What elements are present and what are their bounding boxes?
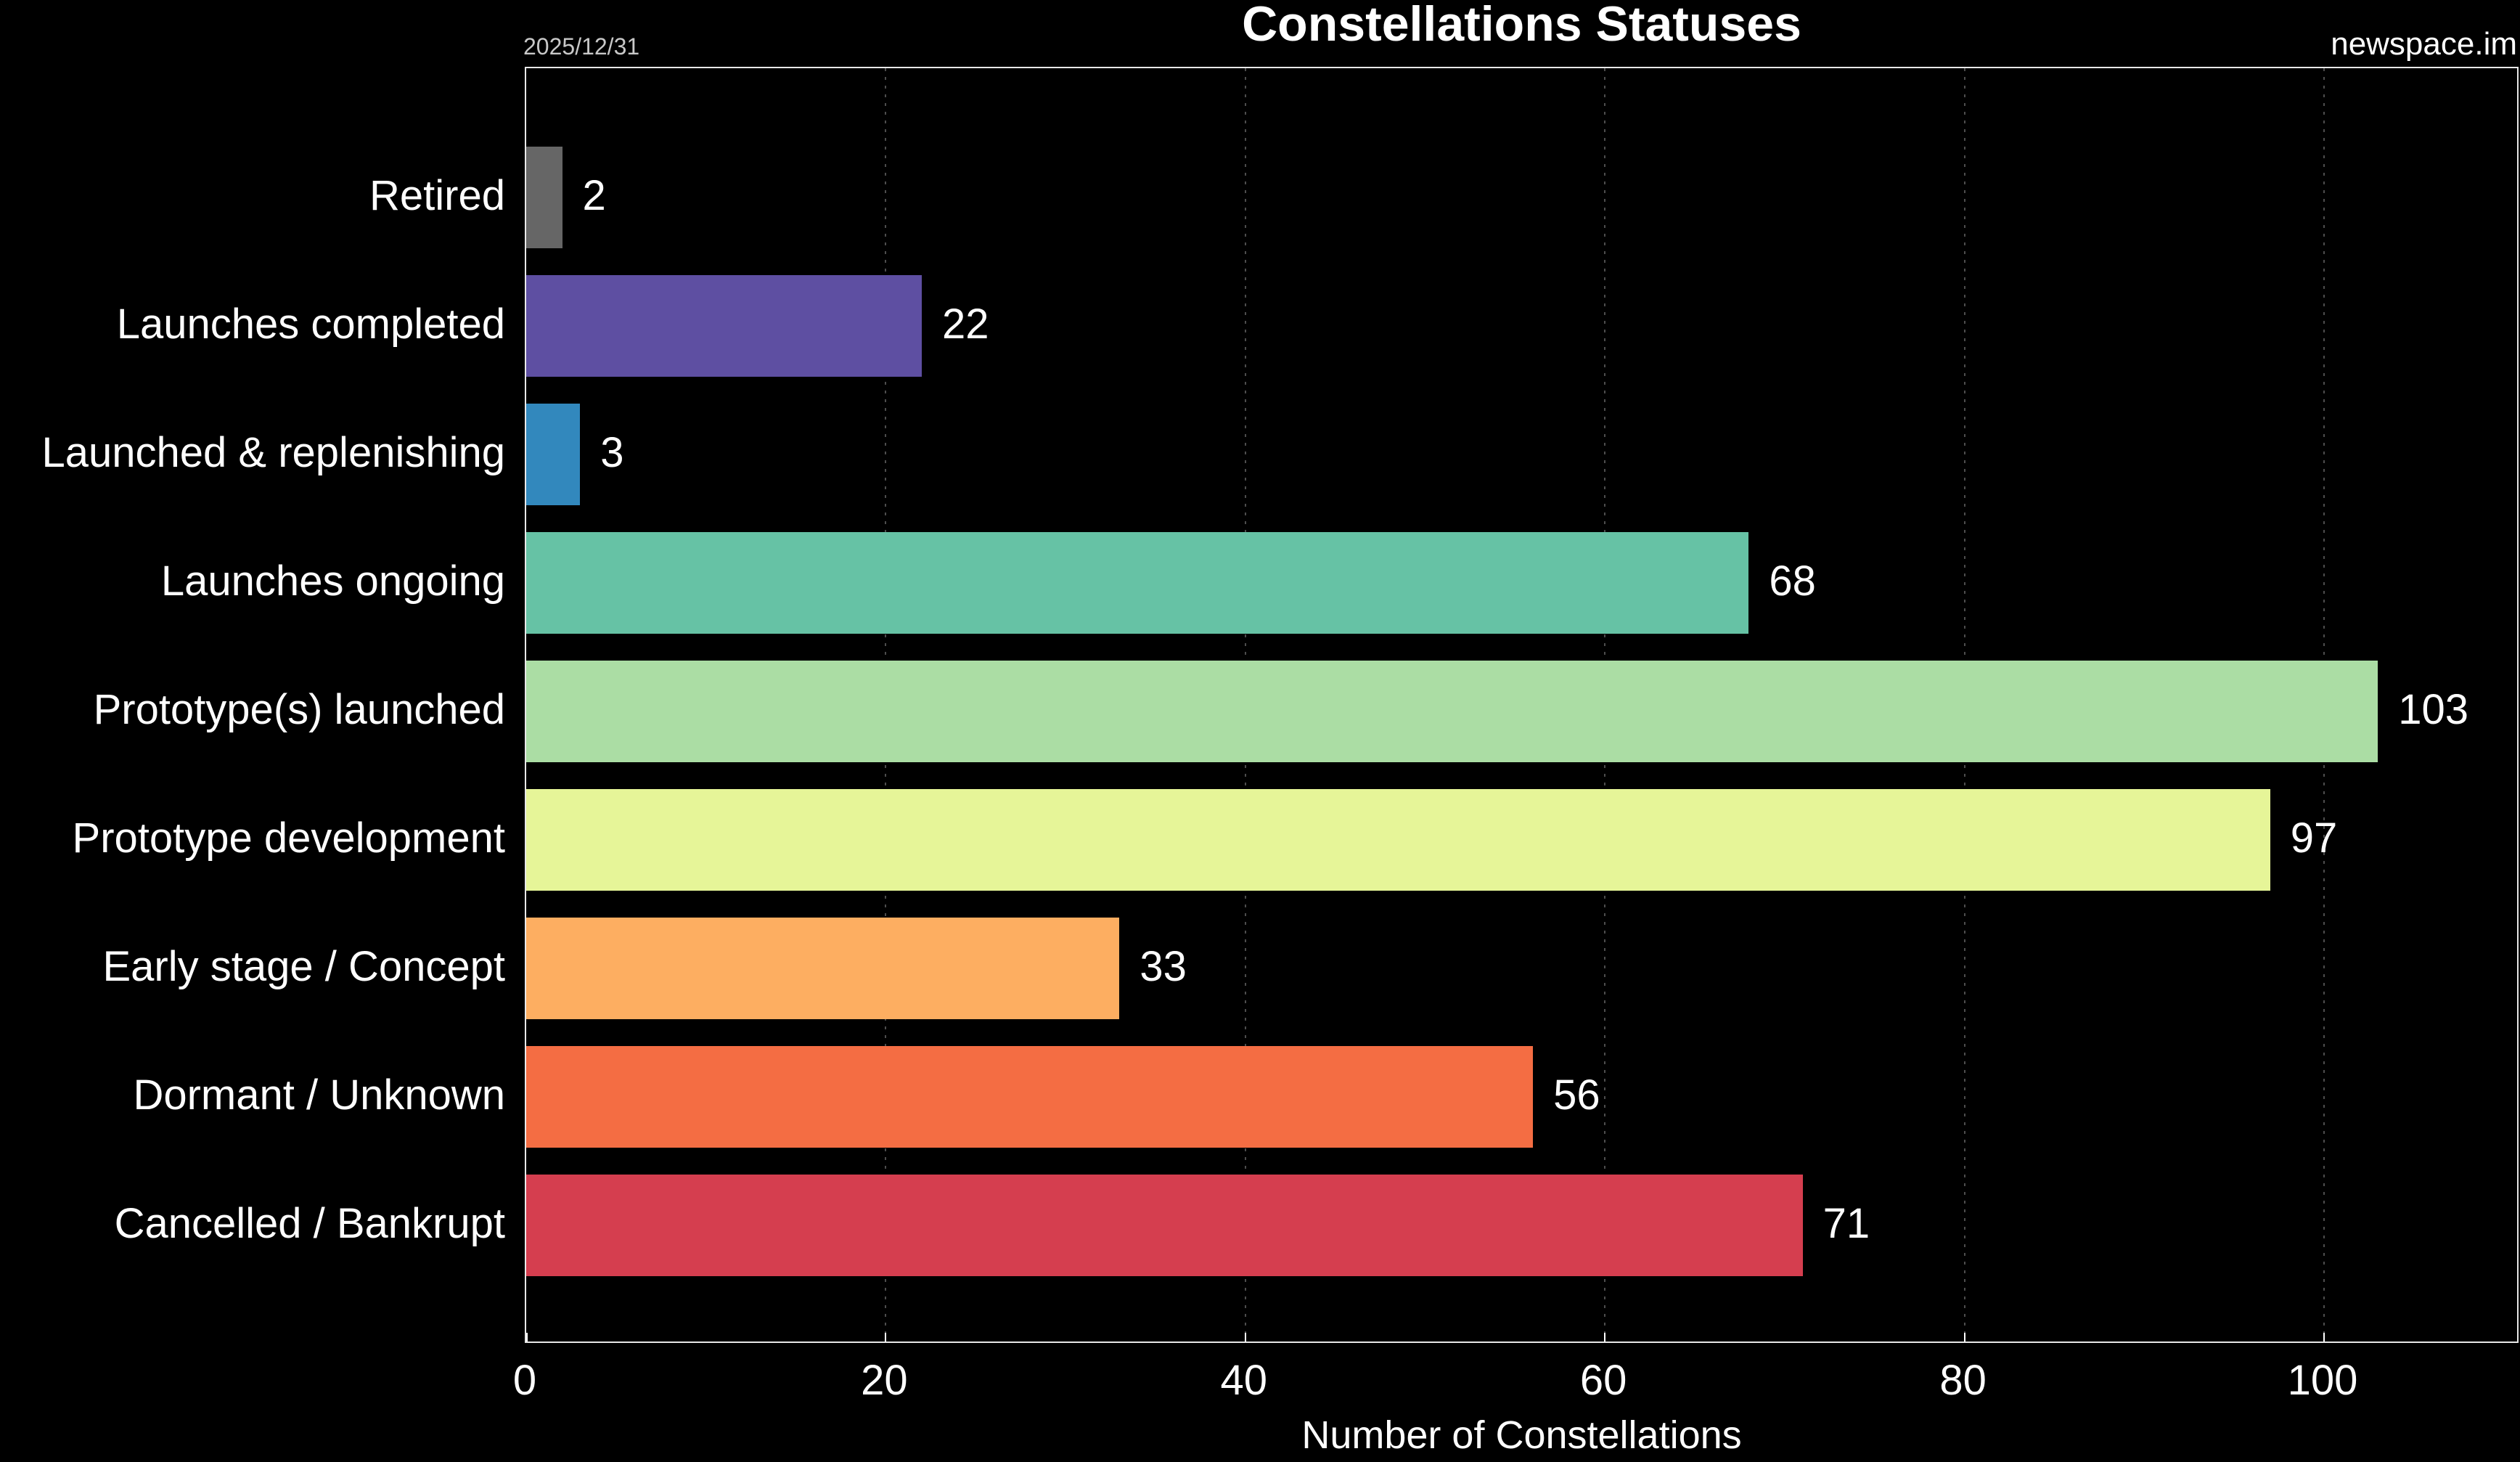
category-label-8: Cancelled / Bankrupt <box>114 1200 505 1247</box>
category-label-7: Dormant / Unknown <box>133 1071 505 1119</box>
date-annotation: 2025/12/31 <box>523 33 640 60</box>
value-label-3: 68 <box>1769 558 1816 605</box>
x-tick-label-0: 0 <box>512 1357 537 1404</box>
bar-0 <box>526 147 562 248</box>
category-label-6: Early stage / Concept <box>102 943 505 990</box>
bar-3 <box>526 532 1749 634</box>
x-tick-mark-100 <box>2323 1333 2325 1341</box>
category-label-4: Prototype(s) launched <box>93 686 505 733</box>
value-label-5: 97 <box>2290 814 2338 862</box>
watermark-text: newspace.im <box>2331 26 2517 62</box>
bar-6 <box>526 918 1120 1019</box>
x-tick-mark-20 <box>885 1333 887 1341</box>
value-label-8: 71 <box>1822 1200 1870 1247</box>
x-tick-label-80: 80 <box>1939 1357 1987 1404</box>
x-tick-mark-0 <box>526 1333 528 1341</box>
value-label-4: 103 <box>2398 686 2469 733</box>
bar-1 <box>526 275 922 377</box>
category-label-0: Retired <box>369 172 505 219</box>
category-label-5: Prototype development <box>72 814 505 862</box>
bar-8 <box>526 1175 1803 1276</box>
plot-area <box>525 67 2519 1343</box>
value-label-0: 2 <box>582 172 606 219</box>
category-label-3: Launches ongoing <box>160 558 505 605</box>
x-tick-label-20: 20 <box>861 1357 908 1404</box>
x-tick-label-100: 100 <box>2287 1357 2358 1404</box>
x-axis-label: Number of Constellations <box>1301 1413 1742 1457</box>
bar-7 <box>526 1046 1534 1148</box>
x-tick-label-40: 40 <box>1220 1357 1268 1404</box>
bar-2 <box>526 404 581 505</box>
x-tick-mark-80 <box>1963 1333 1965 1341</box>
value-label-2: 3 <box>600 429 624 476</box>
value-label-1: 22 <box>941 301 989 348</box>
x-tick-label-60: 60 <box>1579 1357 1627 1404</box>
value-label-6: 33 <box>1140 943 1187 990</box>
bar-4 <box>526 661 2378 762</box>
chart-title: Constellations Statuses <box>1242 0 1801 52</box>
bar-5 <box>526 789 2270 891</box>
x-tick-mark-40 <box>1244 1333 1246 1341</box>
category-label-1: Launches completed <box>116 301 505 348</box>
x-tick-mark-60 <box>1604 1333 1606 1341</box>
value-label-7: 56 <box>1553 1071 1600 1119</box>
category-label-2: Launched & replenishing <box>41 429 505 476</box>
